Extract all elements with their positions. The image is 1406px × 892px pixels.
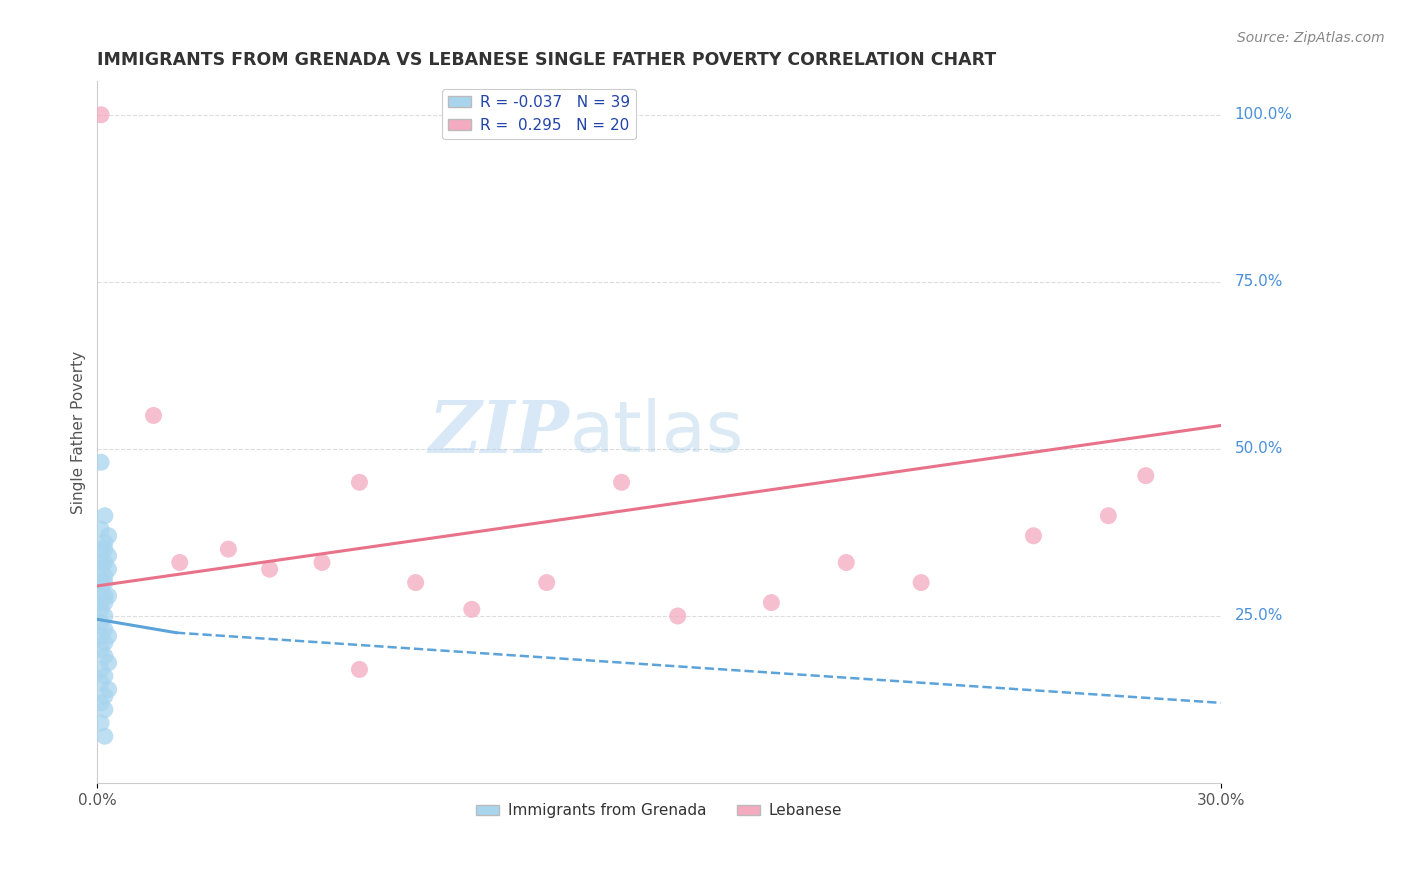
Point [94,596,117,610]
Point [94,508,117,523]
Point [90,602,112,616]
Point [761,596,783,610]
Point [217,542,239,557]
Text: atlas: atlas [569,398,744,467]
Point [1022,529,1045,543]
Text: 50.0%: 50.0% [1234,442,1282,457]
Point [90,582,112,597]
Point [97,629,120,643]
Point [97,656,120,670]
Point [94,689,117,703]
Point [94,575,117,590]
Point [94,636,117,650]
Point [259,562,281,576]
Point [405,575,427,590]
Point [90,662,112,676]
Point [536,575,558,590]
Point [90,455,112,469]
Point [90,596,112,610]
Point [90,575,112,590]
Point [97,589,120,603]
Point [90,108,112,122]
Point [94,669,117,683]
Point [94,569,117,583]
Y-axis label: Single Father Poverty: Single Father Poverty [72,351,86,514]
Point [142,409,165,423]
Point [94,542,117,557]
Point [94,535,117,549]
Text: 75.0%: 75.0% [1234,275,1282,289]
Point [94,702,117,716]
Point [1135,468,1157,483]
Point [610,475,633,490]
Point [90,615,112,630]
Point [90,696,112,710]
Point [349,662,371,676]
Point [94,589,117,603]
Point [97,549,120,563]
Point [1097,508,1119,523]
Point [90,522,112,536]
Text: Source: ZipAtlas.com: Source: ZipAtlas.com [1237,31,1385,45]
Point [90,642,112,657]
Point [90,542,112,557]
Point [97,682,120,697]
Point [835,556,858,570]
Text: IMMIGRANTS FROM GRENADA VS LEBANESE SINGLE FATHER POVERTY CORRELATION CHART: IMMIGRANTS FROM GRENADA VS LEBANESE SING… [97,51,997,69]
Point [94,556,117,570]
Point [90,562,112,576]
Point [461,108,484,122]
Point [97,562,120,576]
Point [311,556,333,570]
Point [910,575,932,590]
Text: 25.0%: 25.0% [1234,608,1282,624]
Point [94,623,117,637]
Point [90,675,112,690]
Point [94,609,117,624]
Point [94,729,117,743]
Point [461,602,484,616]
Point [94,649,117,664]
Text: 100.0%: 100.0% [1234,107,1292,122]
Point [90,629,112,643]
Point [169,556,191,570]
Point [90,715,112,730]
Point [349,475,371,490]
Point [90,556,112,570]
Point [97,529,120,543]
Legend: Immigrants from Grenada, Lebanese: Immigrants from Grenada, Lebanese [470,797,848,824]
Point [666,609,689,624]
Text: ZIP: ZIP [429,397,569,467]
